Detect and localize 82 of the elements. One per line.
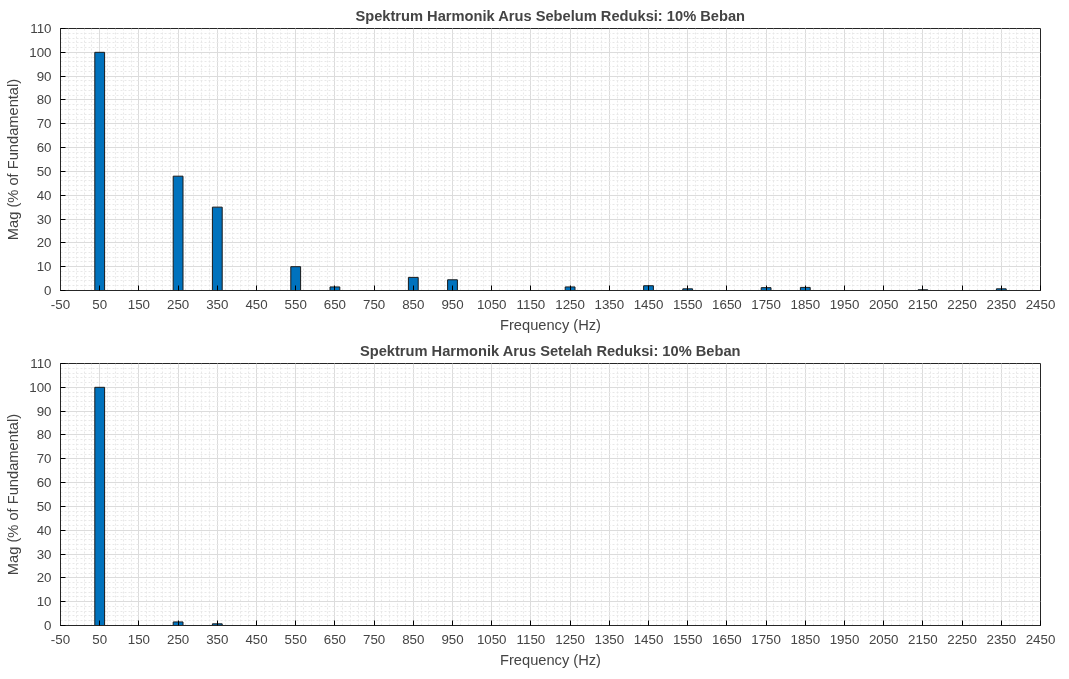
x-tick-label: 850	[402, 631, 425, 647]
y-tick-label: 30	[36, 546, 52, 562]
y-axis-title: Mag (% of Fundamental)	[5, 78, 22, 241]
y-tick-label: 110	[30, 21, 52, 36]
x-tick-label: -50	[50, 296, 71, 312]
y-tick-label: 70	[36, 451, 52, 467]
y-tick-label: 60	[36, 475, 52, 491]
y-tick-label: 50	[36, 163, 52, 179]
y-tick-label: 20	[36, 235, 52, 251]
x-tick-label: 1050	[476, 631, 507, 647]
x-tick-label: 250	[166, 631, 190, 647]
y-tick-label: 80	[36, 92, 52, 108]
x-tick-label: 150	[127, 296, 151, 312]
y-tick-label: 10	[36, 259, 52, 275]
x-tick-label: 2050	[868, 631, 899, 647]
x-tick-label: 1750	[751, 631, 781, 647]
x-tick-label: 1550	[672, 631, 703, 647]
x-tick-label: 1550	[672, 296, 703, 312]
x-tick-label: 2450	[1025, 631, 1056, 647]
x-axis-title: Frequency (Hz)	[500, 651, 601, 668]
x-axis-title: Frequency (Hz)	[500, 316, 601, 333]
x-tick-label: 1450	[633, 296, 664, 312]
x-tick-label: 2150	[908, 631, 938, 647]
x-tick-label: 1150	[516, 631, 546, 647]
x-tick-label: 2050	[868, 296, 899, 312]
x-tick-label: 2150	[908, 296, 938, 312]
y-tick-label: 20	[36, 570, 52, 586]
y-tick-label: 90	[36, 68, 52, 84]
x-tick-label: 2250	[947, 296, 977, 312]
x-tick-label: 2450	[1025, 296, 1056, 312]
y-tick-label: 40	[36, 522, 52, 538]
chart-title: Spektrum Harmonik Arus Sebelum Reduksi: 10% Beban	[355, 7, 746, 24]
y-tick-label: 50	[36, 498, 52, 514]
x-tick-label: 2350	[986, 631, 1017, 647]
x-tick-label: 50	[92, 296, 108, 312]
y-tick-label: 0	[44, 618, 52, 633]
y-tick-label: 80	[36, 427, 52, 443]
y-axis-title: Mag (% of Fundamental)	[5, 413, 22, 576]
x-tick-label: 450	[245, 296, 268, 312]
x-tick-label: 150	[127, 631, 151, 647]
x-tick-label: 1650	[712, 631, 742, 647]
y-tick-label: 40	[36, 187, 52, 203]
x-tick-label: 750	[362, 296, 386, 312]
x-tick-label: 1250	[555, 631, 585, 647]
x-tick-label: 650	[323, 296, 347, 312]
y-tick-label: 110	[30, 356, 52, 371]
y-tick-label: 10	[36, 594, 52, 610]
y-tick-label: 0	[44, 283, 52, 298]
y-tick-label: 60	[36, 140, 52, 156]
x-tick-label: 50	[92, 631, 108, 647]
x-tick-label: 1950	[829, 631, 860, 647]
x-tick-label: 2350	[986, 296, 1017, 312]
x-tick-label: 250	[166, 296, 190, 312]
x-tick-label: 1750	[751, 296, 781, 312]
x-tick-label: 1250	[555, 296, 585, 312]
y-tick-label: 30	[36, 211, 52, 227]
chart-title: Spektrum Harmonik Arus Setelah Reduksi: 10% Beban	[359, 342, 741, 359]
x-tick-label: 850	[402, 296, 425, 312]
x-tick-label: -50	[50, 631, 71, 647]
x-tick-label: 950	[441, 631, 464, 647]
x-tick-label: 650	[323, 631, 347, 647]
x-tick-label: 350	[206, 631, 229, 647]
x-tick-label: 550	[284, 631, 307, 647]
x-tick-label: 1850	[790, 631, 821, 647]
x-tick-label: 350	[206, 296, 229, 312]
x-tick-label: 1950	[829, 296, 860, 312]
x-tick-label: 1850	[790, 296, 821, 312]
x-tick-label: 950	[441, 296, 464, 312]
x-tick-label: 1350	[594, 296, 625, 312]
x-tick-label: 2250	[947, 631, 977, 647]
x-tick-label: 1650	[712, 296, 742, 312]
x-tick-label: 1350	[594, 631, 625, 647]
x-tick-label: 450	[245, 631, 268, 647]
x-tick-label: 550	[284, 296, 307, 312]
x-tick-label: 750	[362, 631, 386, 647]
x-tick-label: 1450	[633, 631, 664, 647]
x-tick-label: 1150	[516, 296, 546, 312]
y-tick-label: 100	[29, 379, 52, 395]
y-tick-label: 90	[36, 403, 52, 419]
x-tick-label: 1050	[476, 296, 507, 312]
y-tick-label: 70	[36, 116, 52, 132]
y-tick-label: 100	[29, 44, 52, 60]
